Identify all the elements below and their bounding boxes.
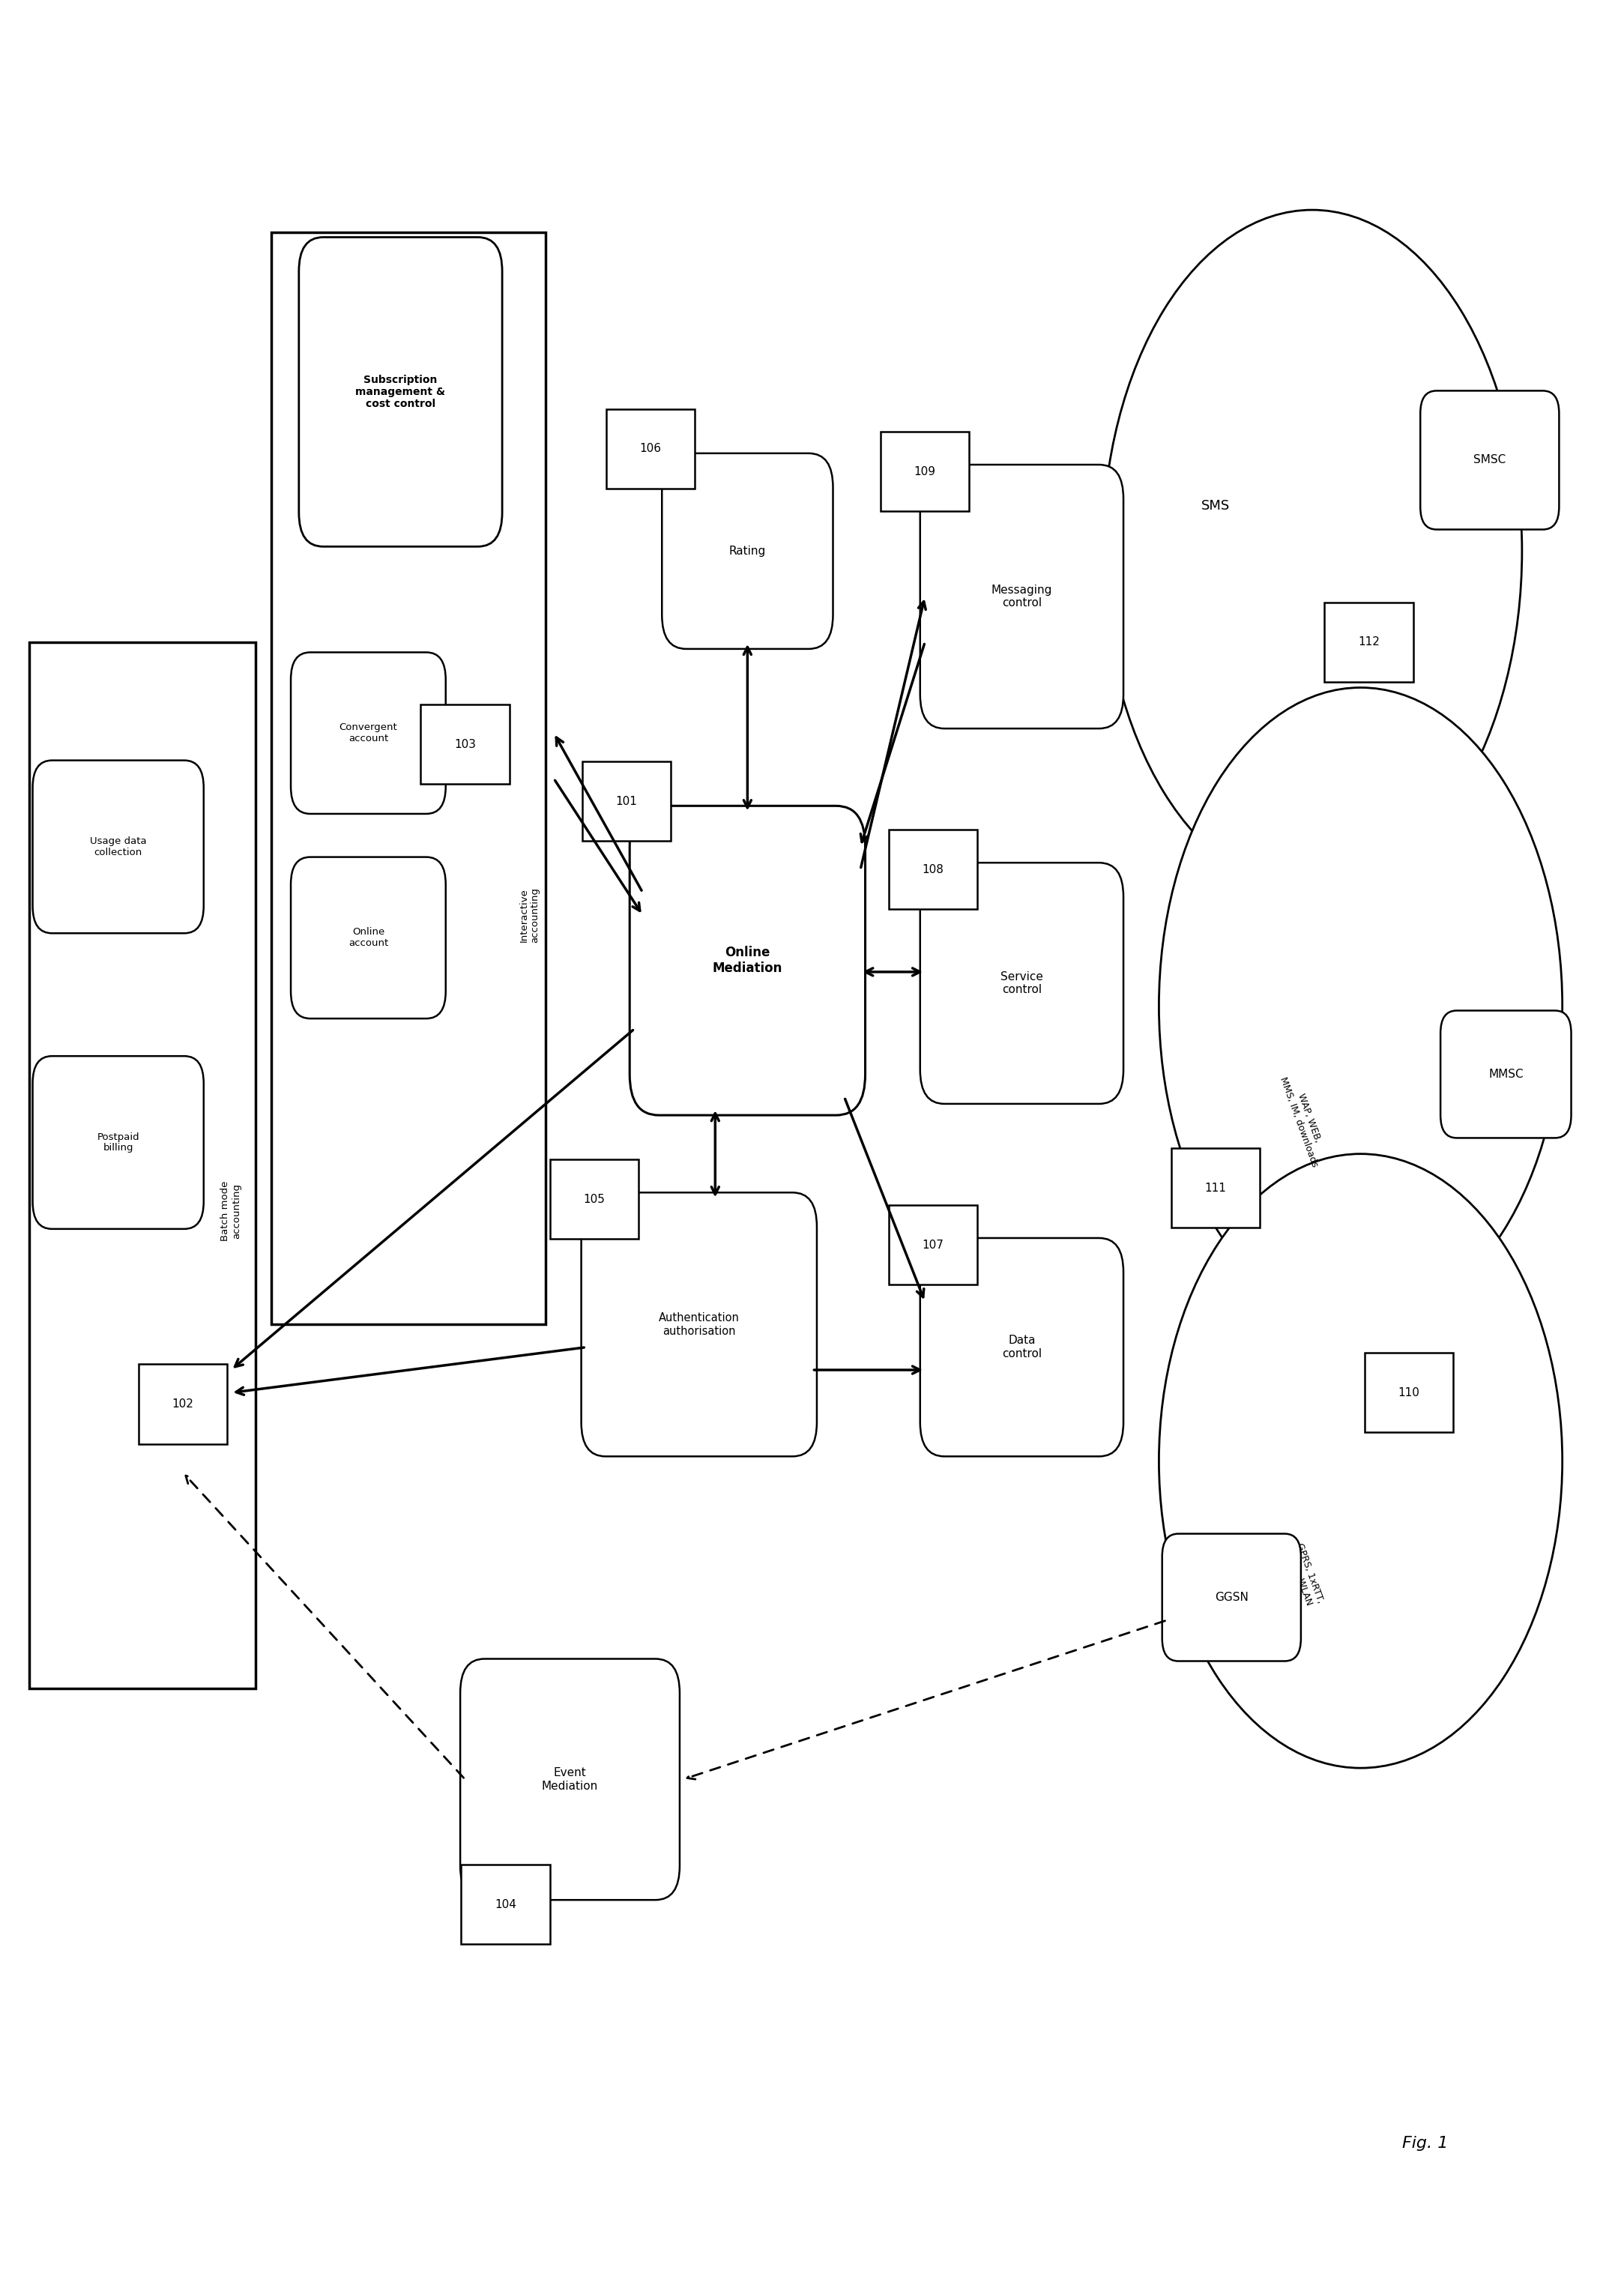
FancyBboxPatch shape bbox=[1440, 1010, 1570, 1138]
Text: 111: 111 bbox=[1205, 1181, 1226, 1193]
Text: 107: 107 bbox=[922, 1238, 944, 1250]
Bar bbox=[421, 704, 510, 784]
Text: Data
control: Data control bbox=[1002, 1334, 1041, 1360]
FancyBboxPatch shape bbox=[581, 1193, 817, 1456]
FancyBboxPatch shape bbox=[921, 1238, 1124, 1456]
FancyBboxPatch shape bbox=[460, 1659, 680, 1899]
Text: SMSC: SMSC bbox=[1473, 455, 1505, 466]
Text: 101: 101 bbox=[615, 795, 637, 807]
Text: 105: 105 bbox=[583, 1193, 606, 1204]
Bar bbox=[606, 409, 695, 489]
Text: Postpaid
billing: Postpaid billing bbox=[97, 1131, 140, 1154]
Text: 106: 106 bbox=[640, 443, 661, 455]
Bar bbox=[1324, 603, 1413, 681]
Text: GGSN: GGSN bbox=[1215, 1593, 1249, 1604]
Text: WAP, WEB,
MMS, IM, downloads: WAP, WEB, MMS, IM, downloads bbox=[1278, 1072, 1330, 1168]
Text: Service
control: Service control bbox=[1000, 971, 1043, 996]
FancyBboxPatch shape bbox=[921, 864, 1124, 1104]
Bar bbox=[880, 432, 970, 512]
Text: Event
Mediation: Event Mediation bbox=[542, 1766, 598, 1791]
Text: Online
Mediation: Online Mediation bbox=[713, 946, 783, 976]
Text: SMS: SMS bbox=[1202, 498, 1229, 512]
FancyBboxPatch shape bbox=[291, 651, 445, 813]
Text: Interactive
accounting: Interactive accounting bbox=[520, 887, 541, 944]
FancyBboxPatch shape bbox=[291, 857, 445, 1019]
Text: 108: 108 bbox=[922, 864, 944, 875]
Ellipse shape bbox=[1160, 688, 1562, 1325]
FancyBboxPatch shape bbox=[32, 1056, 203, 1229]
Bar bbox=[888, 1204, 978, 1284]
Text: 104: 104 bbox=[495, 1899, 516, 1910]
Text: 103: 103 bbox=[455, 738, 476, 749]
Text: Subscription
management &
cost control: Subscription management & cost control bbox=[356, 375, 445, 409]
Text: 112: 112 bbox=[1358, 638, 1379, 647]
Bar bbox=[888, 829, 978, 909]
Bar bbox=[1171, 1147, 1260, 1227]
FancyBboxPatch shape bbox=[921, 464, 1124, 729]
Text: MMSC: MMSC bbox=[1488, 1069, 1523, 1081]
Text: Fig. 1: Fig. 1 bbox=[1402, 2136, 1449, 2150]
Text: 110: 110 bbox=[1398, 1387, 1419, 1398]
Text: GPRS, 1xRTT,
UMTS, WLAN: GPRS, 1xRTT, UMTS, WLAN bbox=[1283, 1542, 1325, 1609]
Text: Usage data
collection: Usage data collection bbox=[89, 836, 146, 857]
Text: Batch mode
accounting: Batch mode accounting bbox=[221, 1181, 242, 1241]
Bar bbox=[461, 1865, 551, 1945]
Bar bbox=[138, 1364, 227, 1444]
FancyBboxPatch shape bbox=[630, 807, 866, 1115]
FancyBboxPatch shape bbox=[32, 761, 203, 932]
Bar bbox=[581, 761, 671, 841]
FancyBboxPatch shape bbox=[663, 452, 833, 649]
Text: Online
account: Online account bbox=[348, 928, 388, 948]
Bar bbox=[1364, 1353, 1453, 1433]
Ellipse shape bbox=[1103, 210, 1522, 893]
FancyBboxPatch shape bbox=[1421, 391, 1559, 530]
Ellipse shape bbox=[1160, 1154, 1562, 1769]
Bar bbox=[551, 1158, 638, 1238]
Text: Convergent
account: Convergent account bbox=[339, 722, 398, 743]
Bar bbox=[29, 642, 255, 1689]
Text: 102: 102 bbox=[172, 1398, 193, 1410]
FancyBboxPatch shape bbox=[1163, 1533, 1301, 1661]
Text: Authentication
authorisation: Authentication authorisation bbox=[659, 1312, 739, 1337]
Bar bbox=[271, 233, 546, 1325]
Text: Rating: Rating bbox=[729, 546, 767, 558]
Text: 109: 109 bbox=[914, 466, 935, 478]
Text: Messaging
control: Messaging control bbox=[991, 585, 1052, 608]
FancyBboxPatch shape bbox=[299, 238, 502, 546]
